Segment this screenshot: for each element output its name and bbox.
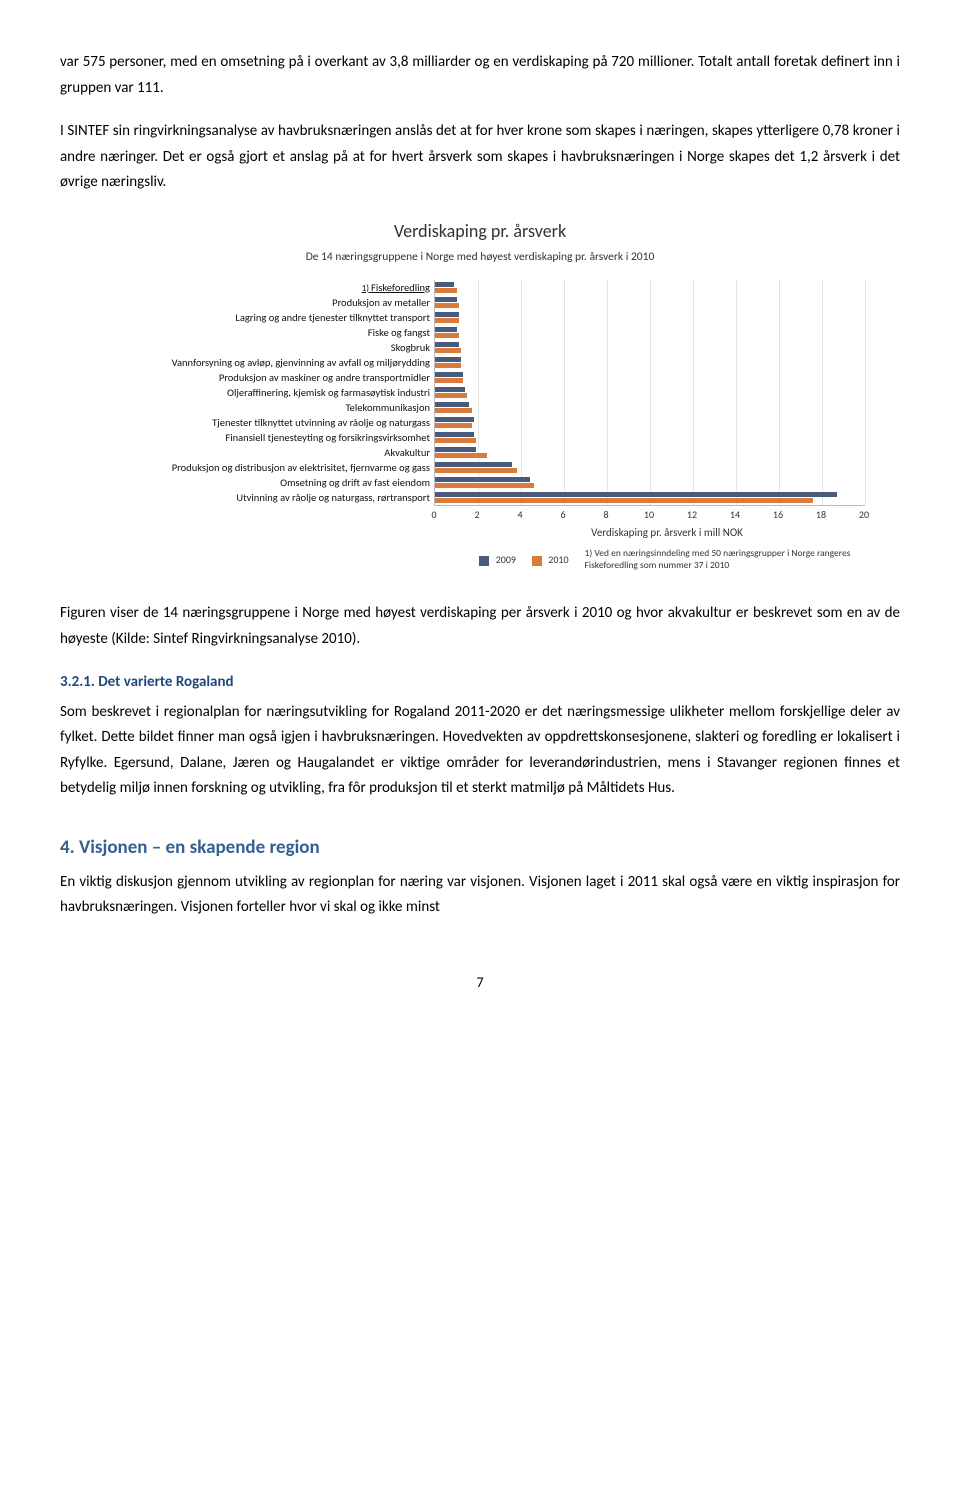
bar-2009 bbox=[435, 327, 457, 332]
bar-2010 bbox=[435, 333, 459, 338]
chart-container: Verdiskaping pr. årsverk De 14 næringsgr… bbox=[60, 216, 900, 572]
legend-footnote: 1) Ved en næringsinndeling med 50 næring… bbox=[585, 548, 855, 571]
legend-item-2009: 2009 bbox=[479, 551, 516, 568]
bar-2009 bbox=[435, 387, 465, 392]
heading-3: 3.2.1. Det varierte Rogaland bbox=[60, 670, 900, 696]
body-paragraph: I SINTEF sin ringvirkningsanalyse av hav… bbox=[60, 119, 900, 196]
bar-2010 bbox=[435, 378, 463, 383]
chart-category-label: Fiske og fangst bbox=[368, 325, 430, 340]
bar-2010 bbox=[435, 453, 487, 458]
chart-title: Verdiskaping pr. årsverk bbox=[60, 216, 900, 247]
bar-2009 bbox=[435, 372, 463, 377]
chart-category-label: 1) Fiskeforedling bbox=[362, 280, 430, 295]
bar-2010 bbox=[435, 483, 534, 488]
heading-2: 4. Visjonen – en skapende region bbox=[60, 832, 900, 864]
bar-2009 bbox=[435, 297, 457, 302]
bar-2009 bbox=[435, 462, 512, 467]
chart-plot-area bbox=[434, 280, 865, 506]
body-paragraph: Figuren viser de 14 næringsgruppene i No… bbox=[60, 601, 900, 652]
chart-x-label: Verdiskaping pr. årsverk i mill NOK bbox=[434, 524, 900, 543]
chart-category-label: Vannforsyning og avløp, gjenvinning av a… bbox=[172, 355, 430, 370]
chart-category-label: Telekommunikasjon bbox=[345, 400, 430, 415]
chart-category-label: Produksjon av maskiner og andre transpor… bbox=[219, 370, 430, 385]
body-paragraph: Som beskrevet i regionalplan for nærings… bbox=[60, 700, 900, 802]
body-paragraph: En viktig diskusjon gjennom utvikling av… bbox=[60, 870, 900, 921]
x-tick: 14 bbox=[730, 506, 740, 523]
chart-y-labels: 1) FiskeforedlingProduksjon av metallerL… bbox=[60, 280, 434, 571]
chart-legend: 2009 2010 1) Ved en næringsinndeling med… bbox=[434, 548, 900, 571]
chart-category-label: Produksjon og distribusjon av elektrisit… bbox=[172, 460, 430, 475]
chart-x-axis: 02468101214161820 bbox=[434, 506, 864, 522]
x-tick: 16 bbox=[773, 506, 783, 523]
chart-subtitle: De 14 næringsgruppene i Norge med høyest… bbox=[60, 248, 900, 268]
bar-2009 bbox=[435, 432, 474, 437]
chart-category-label: Omsetning og drift av fast eiendom bbox=[280, 475, 430, 490]
chart-category-label: Produksjon av metaller bbox=[332, 295, 430, 310]
bar-2009 bbox=[435, 357, 461, 362]
bar-2009 bbox=[435, 447, 476, 452]
bar-2010 bbox=[435, 498, 813, 503]
legend-item-2010: 2010 bbox=[532, 551, 569, 568]
bar-2010 bbox=[435, 423, 472, 428]
bar-2009 bbox=[435, 282, 454, 287]
x-tick: 8 bbox=[603, 506, 608, 523]
x-tick: 18 bbox=[816, 506, 826, 523]
bar-2010 bbox=[435, 348, 461, 353]
legend-swatch-2010 bbox=[532, 556, 542, 566]
chart-category-label: Tjenester tilknyttet utvinning av råolje… bbox=[212, 415, 430, 430]
chart-category-label: Akvakultur bbox=[384, 445, 430, 460]
bar-2010 bbox=[435, 303, 459, 308]
legend-label-2010: 2010 bbox=[548, 553, 568, 566]
bar-2009 bbox=[435, 312, 459, 317]
bar-2009 bbox=[435, 402, 469, 407]
x-tick: 20 bbox=[859, 506, 869, 523]
legend-swatch-2009 bbox=[479, 556, 489, 566]
bar-2010 bbox=[435, 468, 517, 473]
bar-2009 bbox=[435, 477, 530, 482]
page-number: 7 bbox=[60, 971, 900, 995]
x-tick: 0 bbox=[431, 506, 436, 523]
chart-category-label: Finansiell tjenesteyting og forsikringsv… bbox=[225, 430, 430, 445]
chart-category-label: Utvinning av råolje og naturgass, rørtra… bbox=[236, 490, 430, 505]
bar-2009 bbox=[435, 417, 474, 422]
legend-label-2009: 2009 bbox=[496, 553, 516, 566]
bar-2010 bbox=[435, 288, 457, 293]
bar-2009 bbox=[435, 342, 459, 347]
x-tick: 10 bbox=[644, 506, 654, 523]
bar-2010 bbox=[435, 318, 459, 323]
x-tick: 2 bbox=[474, 506, 479, 523]
chart-category-label: Oljeraffinering, kjemisk og farmasøytisk… bbox=[227, 385, 430, 400]
bar-2009 bbox=[435, 492, 837, 497]
bar-2010 bbox=[435, 408, 472, 413]
x-tick: 12 bbox=[687, 506, 697, 523]
body-paragraph: var 575 personer, med en omsetning på i … bbox=[60, 50, 900, 101]
chart-category-label: Skogbruk bbox=[391, 340, 430, 355]
chart-category-label: Lagring og andre tjenester tilknyttet tr… bbox=[235, 310, 430, 325]
bar-2010 bbox=[435, 438, 476, 443]
x-tick: 6 bbox=[560, 506, 565, 523]
bar-2010 bbox=[435, 393, 467, 398]
bar-2010 bbox=[435, 363, 461, 368]
x-tick: 4 bbox=[517, 506, 522, 523]
